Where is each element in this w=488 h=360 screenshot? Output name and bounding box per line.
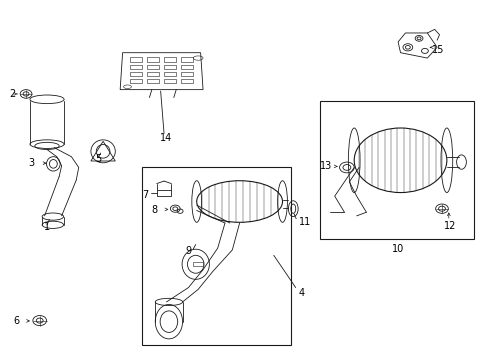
Bar	[193, 262, 203, 266]
Text: 11: 11	[299, 217, 311, 227]
Bar	[147, 72, 159, 76]
Text: 3: 3	[29, 158, 35, 168]
Bar	[320, 101, 473, 239]
Bar	[130, 79, 142, 83]
Text: 15: 15	[431, 45, 444, 55]
Bar	[163, 79, 176, 83]
Bar	[163, 57, 176, 62]
Bar	[181, 72, 193, 76]
Text: 2: 2	[9, 89, 15, 99]
Bar	[163, 64, 176, 69]
Bar	[130, 57, 142, 62]
Text: 12: 12	[444, 221, 456, 230]
Text: 7: 7	[142, 190, 148, 200]
Text: 4: 4	[298, 288, 305, 298]
Text: 5: 5	[95, 154, 101, 164]
Bar	[181, 79, 193, 83]
Text: 9: 9	[185, 246, 191, 256]
Text: 8: 8	[151, 205, 158, 215]
Bar	[147, 57, 159, 62]
Text: 1: 1	[44, 222, 50, 232]
Bar	[181, 64, 193, 69]
Text: 10: 10	[391, 244, 404, 254]
Bar	[142, 167, 290, 345]
Bar	[163, 72, 176, 76]
Bar	[157, 190, 171, 196]
Bar	[130, 72, 142, 76]
Bar	[181, 57, 193, 62]
Text: 14: 14	[160, 133, 172, 143]
Bar	[130, 64, 142, 69]
Bar	[147, 79, 159, 83]
Text: 13: 13	[319, 161, 331, 171]
Bar	[147, 64, 159, 69]
Text: 6: 6	[13, 316, 19, 326]
